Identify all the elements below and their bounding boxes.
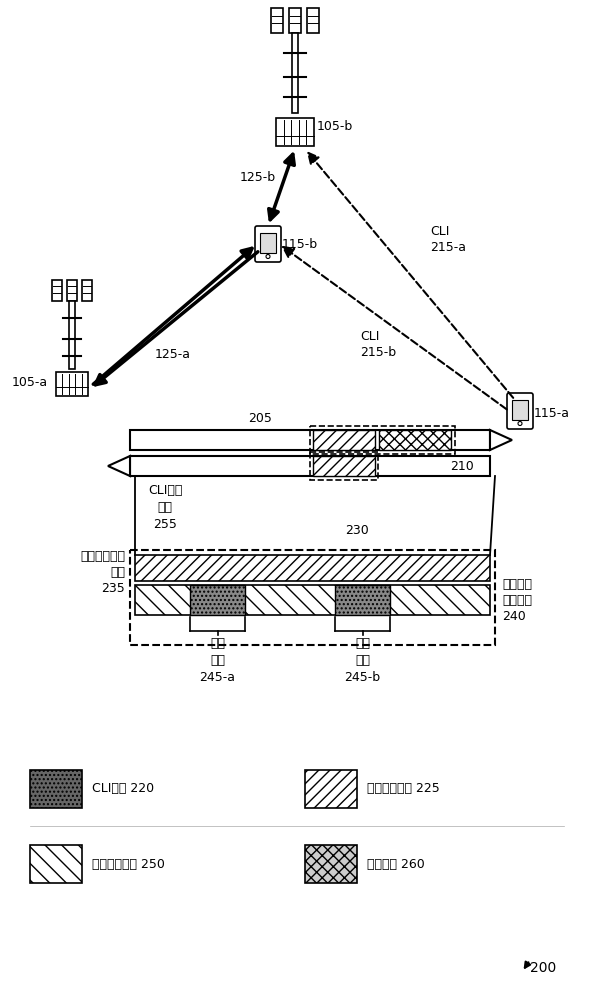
Bar: [52, 280, 62, 301]
Text: 125-a: 125-a: [155, 348, 191, 361]
Bar: [289, 8, 301, 33]
Text: CLI
215-b: CLI 215-b: [360, 330, 396, 359]
Bar: [67, 280, 77, 301]
Text: 时间
窗口
245-a: 时间 窗口 245-a: [200, 637, 235, 684]
Text: CLI
215-a: CLI 215-a: [430, 225, 466, 254]
Bar: [130, 550, 495, 645]
Bar: [310, 452, 378, 480]
Bar: [313, 430, 375, 450]
Text: 200: 200: [530, 961, 556, 975]
Bar: [130, 430, 490, 450]
Bar: [135, 585, 490, 615]
Bar: [335, 585, 390, 615]
Polygon shape: [490, 430, 512, 450]
Text: 105-a: 105-a: [12, 375, 48, 388]
Bar: [260, 233, 276, 253]
Text: 115-a: 115-a: [534, 407, 570, 420]
Bar: [30, 770, 82, 808]
Bar: [69, 301, 75, 369]
Text: 115-b: 115-b: [282, 238, 318, 251]
Bar: [305, 770, 357, 808]
Text: 上行链路发送 225: 上行链路发送 225: [367, 782, 440, 796]
Bar: [190, 585, 245, 615]
Text: 125-b: 125-b: [240, 171, 276, 184]
Text: 230: 230: [345, 524, 369, 537]
Circle shape: [266, 254, 270, 258]
Bar: [276, 118, 314, 146]
Text: 下行链路
频率窗口
240: 下行链路 频率窗口 240: [502, 578, 532, 622]
Text: 下行链路发送 250: 下行链路发送 250: [92, 857, 165, 870]
Text: 时间
窗口
245-b: 时间 窗口 245-b: [345, 637, 381, 684]
Bar: [82, 280, 93, 301]
Bar: [271, 8, 283, 33]
Text: 205: 205: [248, 412, 272, 424]
Text: 210: 210: [450, 460, 474, 473]
Bar: [305, 845, 357, 883]
Bar: [292, 33, 298, 113]
Bar: [135, 555, 490, 581]
FancyBboxPatch shape: [507, 393, 533, 429]
Bar: [56, 372, 88, 396]
Text: 上行链路频率
窗口
235: 上行链路频率 窗口 235: [80, 550, 125, 595]
Text: 资源分配 260: 资源分配 260: [367, 857, 425, 870]
Bar: [30, 845, 82, 883]
Text: CLI能力
消息
255: CLI能力 消息 255: [148, 484, 182, 531]
Bar: [310, 426, 455, 454]
Circle shape: [518, 422, 522, 426]
Bar: [313, 456, 375, 476]
Bar: [307, 8, 319, 33]
Text: CLI测量 220: CLI测量 220: [92, 782, 154, 796]
Polygon shape: [108, 456, 130, 476]
Bar: [512, 400, 528, 420]
Text: 105-b: 105-b: [317, 119, 353, 132]
Bar: [130, 456, 490, 476]
FancyBboxPatch shape: [255, 226, 281, 262]
Bar: [379, 430, 451, 450]
